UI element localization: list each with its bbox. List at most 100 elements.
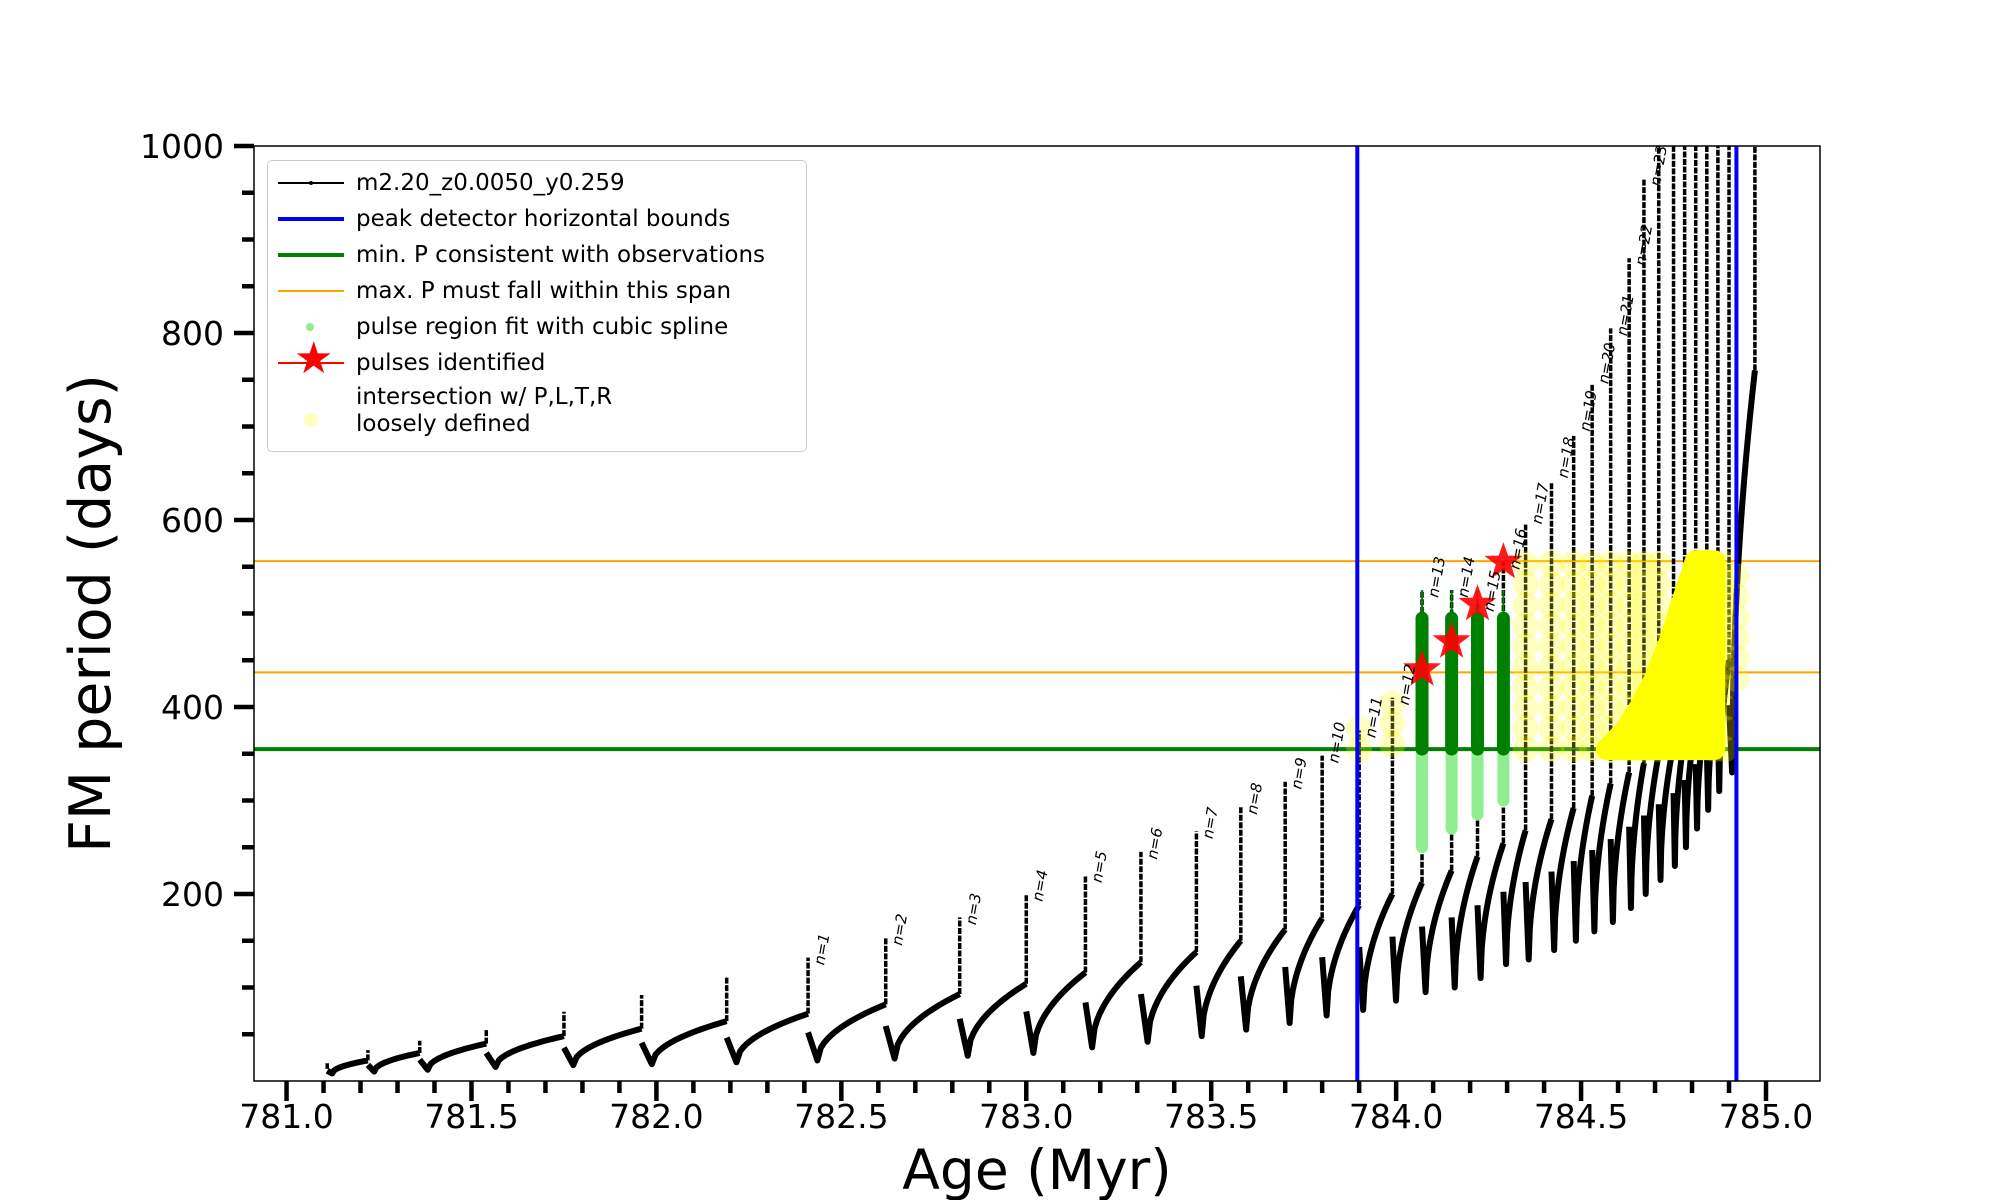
intersection-point xyxy=(1560,653,1587,680)
intersection-point xyxy=(1616,612,1643,639)
legend-item-min-p: min. P consistent with observations xyxy=(268,237,765,273)
intersection-point xyxy=(1597,653,1624,680)
intersection-point xyxy=(1560,715,1587,742)
legend-item-pulses: ★ pulses identified xyxy=(268,337,546,381)
x-tick-label: 783.0 xyxy=(979,1097,1073,1136)
pulse-label: n=1 xyxy=(810,932,833,966)
intersection-point xyxy=(1512,653,1539,680)
model-curve xyxy=(882,991,962,1062)
pulse-label: n=7 xyxy=(1199,805,1222,840)
legend-item-intersection: intersection w/ P,L,T,R loosely defined xyxy=(268,383,612,439)
intersection-point xyxy=(1579,715,1606,742)
model-curve xyxy=(1640,753,1662,897)
x-tick-label: 783.5 xyxy=(1164,1097,1258,1136)
model-curve xyxy=(1500,829,1529,968)
intersection-point xyxy=(1512,633,1539,660)
model-curve xyxy=(417,1040,487,1073)
intersection-point xyxy=(1512,715,1539,742)
intersection-point xyxy=(1630,550,1657,577)
intersection-point xyxy=(1538,736,1565,763)
intersection-point xyxy=(1645,550,1672,577)
intersection-point xyxy=(1379,731,1406,758)
model-curve xyxy=(805,1001,887,1064)
intersection-point xyxy=(1597,550,1624,577)
intersection-point xyxy=(1512,674,1539,701)
pulse-label: n=3 xyxy=(962,892,985,926)
pulse-label: n=17 xyxy=(1528,481,1553,525)
intersection-point xyxy=(1579,592,1606,619)
model-curve xyxy=(638,1018,728,1068)
x-tick-label: 784.5 xyxy=(1534,1097,1628,1136)
model-curve xyxy=(1548,807,1577,954)
x-tick-label: 785.0 xyxy=(1719,1097,1813,1136)
intersection-point xyxy=(1630,571,1657,598)
intersection-point xyxy=(1579,612,1606,639)
intersection-point xyxy=(1538,550,1565,577)
legend-label: pulses identified xyxy=(356,349,546,376)
model-curve xyxy=(1356,892,1396,1013)
model-curve xyxy=(561,1025,643,1069)
model-curve xyxy=(1237,927,1288,1033)
intersection-point xyxy=(1560,592,1587,619)
y-axis-label: FM period (days) xyxy=(58,374,124,853)
legend-label: pulse region fit with cubic spline xyxy=(356,313,729,340)
intersection-point xyxy=(1512,694,1539,721)
model-curve xyxy=(1389,881,1425,1004)
intersection-point xyxy=(1538,592,1565,619)
intersection-point xyxy=(1597,592,1624,619)
intersection-point xyxy=(1538,612,1565,639)
pulse-label: n=6 xyxy=(1143,826,1166,860)
intersection-point xyxy=(1512,592,1539,619)
pulse-label: n=9 xyxy=(1287,756,1310,790)
pulse-identified-star xyxy=(1403,649,1442,686)
model-curve xyxy=(1137,949,1199,1045)
model-curve xyxy=(1522,818,1555,963)
model-curve xyxy=(1570,795,1596,944)
model-curve xyxy=(1626,762,1647,912)
legend-item-max-p: max. P must fall within this span xyxy=(268,273,731,309)
model-curve xyxy=(1193,938,1244,1040)
intersection-point xyxy=(1579,653,1606,680)
pulse-identified-star xyxy=(1458,584,1497,621)
y-tick-label: 1000 xyxy=(140,127,224,166)
intersection-point xyxy=(1597,633,1624,660)
intersection-point xyxy=(1597,612,1624,639)
model-curve xyxy=(1448,855,1481,991)
pulse-label: n=5 xyxy=(1088,850,1111,884)
intersection-point xyxy=(1579,571,1606,598)
x-tick-label: 782.0 xyxy=(609,1097,703,1136)
star-icon: ★ xyxy=(276,337,346,381)
model-curve xyxy=(1082,960,1143,1051)
legend-label: peak detector horizontal bounds xyxy=(356,205,731,232)
pulse-label: n=11 xyxy=(1361,695,1386,739)
model-curve xyxy=(1419,869,1455,996)
intersection-point xyxy=(1645,571,1672,598)
intersection-point xyxy=(1538,633,1565,660)
x-tick-label: 782.5 xyxy=(794,1097,888,1136)
model-curve xyxy=(1474,842,1507,982)
intersection-point xyxy=(1645,592,1672,619)
pulse-identified-star xyxy=(1484,542,1523,579)
intersection-point xyxy=(1560,736,1587,763)
model-curve xyxy=(956,981,1028,1059)
pulse-label: n=10 xyxy=(1324,721,1349,765)
model-curve xyxy=(1319,903,1362,1019)
intersection-point xyxy=(1579,694,1606,721)
model-curve xyxy=(483,1033,565,1070)
legend-label: max. P must fall within this span xyxy=(356,277,732,304)
intersection-point xyxy=(1616,653,1643,680)
pulse-label: n=23 xyxy=(1646,144,1671,188)
model-curve xyxy=(325,1057,370,1077)
intersection-point xyxy=(1579,550,1606,577)
intersection-point xyxy=(1579,633,1606,660)
intersection-point xyxy=(1616,571,1643,598)
intersection-point xyxy=(1538,715,1565,742)
x-tick-label: 781.0 xyxy=(239,1097,333,1136)
pulse-label: n=22 xyxy=(1631,223,1656,267)
intersection-point xyxy=(1560,694,1587,721)
intersection-point xyxy=(1597,571,1624,598)
intersection-point xyxy=(1560,612,1587,639)
intersection-point xyxy=(1379,710,1406,737)
intersection-point xyxy=(1538,694,1565,721)
